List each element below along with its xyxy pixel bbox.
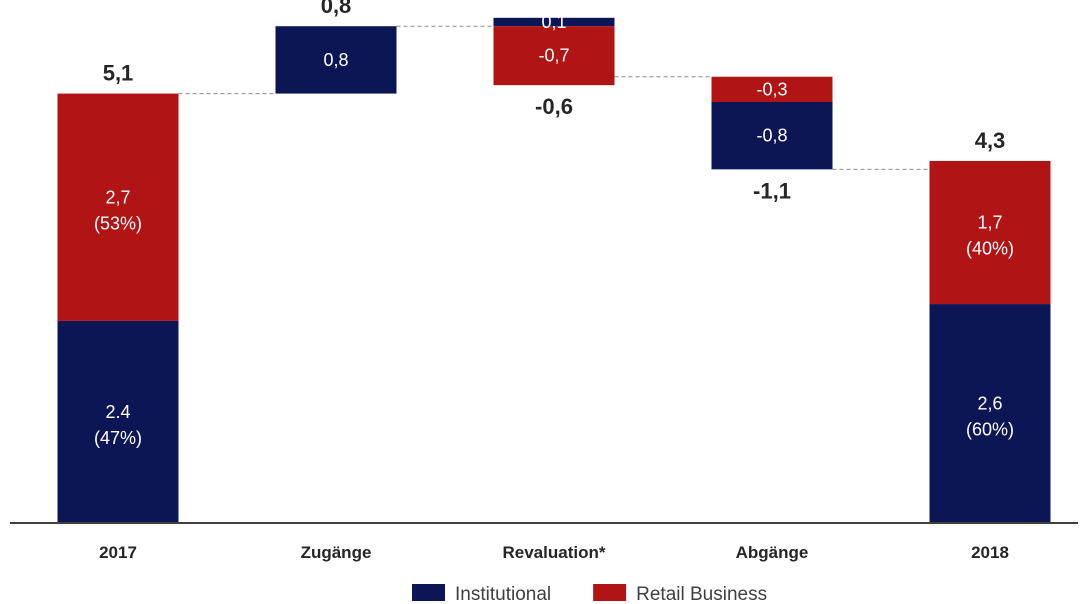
bar-2017-institutional [57, 320, 179, 523]
legend-label-institutional: Institutional [455, 584, 551, 604]
data-label-abg-nge-retail-business: -0,3 [756, 79, 787, 99]
data-label-zug-nge-institutional: 0,8 [323, 50, 348, 70]
category-label-revaluation: Revaluation* [503, 543, 606, 562]
legend-label-retail-business: Retail Business [636, 584, 767, 604]
bars-group [57, 17, 1051, 523]
category-label-2017: 2017 [99, 543, 137, 562]
legend-swatch-institutional [412, 584, 445, 601]
bar-abg-nge-retail-business [711, 76, 833, 102]
bar-2018-institutional [929, 304, 1051, 523]
data-label-abg-nge-institutional: -0,8 [756, 126, 787, 146]
legend-swatch-retail-business [593, 584, 627, 601]
share-label-2017-institutional: (47%) [94, 428, 142, 448]
bar-abg-nge-institutional [711, 102, 833, 170]
total-label-2017: 5,1 [103, 61, 134, 86]
category-label-abg-nge: Abgänge [736, 543, 809, 562]
data-label-2018-retail-business: 1,7 [977, 213, 1002, 233]
bar-2017-retail-business [57, 93, 179, 321]
category-label-zug-nge: Zugänge [301, 543, 372, 562]
share-label-2017-retail-business: (53%) [94, 213, 142, 233]
category-label-2018: 2018 [971, 543, 1009, 562]
bar-revaluation-institutional [493, 17, 615, 27]
total-label-revaluation: -0,6 [535, 94, 573, 119]
data-label-revaluation-institutional: 0,1 [541, 12, 566, 32]
labels-group: 2.4 (47%) 2,7 (53%) 5,1 0,8 0,8 0,1 -0,7 -0,6 -0,3… [94, 0, 1014, 448]
total-label-2018: 4,3 [975, 128, 1006, 153]
data-label-revaluation-retail-business: -0,7 [538, 46, 569, 66]
bar-revaluation-retail-business [493, 26, 615, 86]
bar-zug-nge-institutional [275, 26, 397, 94]
total-label-zug-nge: 0,8 [321, 0, 352, 18]
bar-2018-retail-business [929, 160, 1051, 305]
total-label-abg-nge: -1,1 [753, 178, 791, 203]
connector-lines [178, 25, 930, 170]
data-label-2017-retail-business: 2,7 [105, 187, 130, 207]
data-label-2018-institutional: 2,6 [977, 394, 1002, 414]
legend: Institutional Retail Business [412, 584, 767, 604]
share-label-2018-retail-business: (40%) [966, 239, 1014, 259]
category-labels: 2017 Zugänge Revaluation* Abgänge 2018 [99, 543, 1009, 562]
data-label-2017-institutional: 2.4 [105, 402, 130, 422]
share-label-2018-institutional: (60%) [966, 420, 1014, 440]
